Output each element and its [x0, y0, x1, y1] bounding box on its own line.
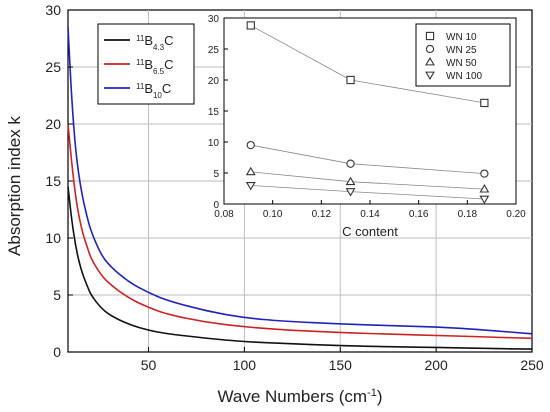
inset-legend-marker-2 [425, 56, 435, 66]
main-series-lines [67, 27, 533, 350]
main-legend-label-2: 11B10C [136, 81, 171, 100]
inset-legend-label-0: WN 10 [446, 32, 477, 43]
inset-legend-marker-1 [425, 44, 435, 54]
inset-point-2-1 [345, 176, 356, 186]
main-legend-label-0: 11B4.3C [136, 33, 174, 52]
main-legend-label-1: 11B6.5C [136, 57, 174, 76]
main-y-axis-label: Absorption index k [5, 116, 24, 256]
inset-point-2-2 [479, 184, 490, 193]
main-series-line-0 [67, 186, 533, 350]
main-y-tick-label: 5 [53, 287, 61, 303]
inset-point-3-1 [345, 188, 356, 197]
main-x-tick-label: 250 [520, 357, 544, 373]
inset-point-0-2 [480, 98, 489, 108]
main-series-line-2 [67, 27, 533, 335]
inset-x-tick-label: 0.10 [263, 209, 283, 220]
main-x-axis-label-text: Wave Numbers (cm [217, 387, 367, 406]
inset-point-0-0 [246, 21, 255, 30]
inset-point-3-0 [245, 181, 256, 191]
inset-legend-label-3: WN 100 [446, 71, 483, 82]
inset-legend-marker-0 [425, 31, 435, 41]
main-y-ticks: 0 5 10 15 20 25 30 [45, 2, 73, 360]
inset-x-axis-label: C content [342, 224, 398, 239]
inset-x-tick-label: 0.16 [409, 209, 429, 220]
inset-legend-marker-3 [425, 71, 435, 81]
inset-y-tick-label: 20 [208, 76, 220, 87]
inset-x-tick-label: 0.18 [458, 209, 478, 220]
inset-point-3-2 [479, 195, 490, 205]
main-y-tick-label: 0 [53, 344, 61, 360]
inset-y-tick-label: 5 [213, 169, 219, 180]
inset-y-tick-label: 30 [208, 14, 220, 25]
main-x-axis-label: Wave Numbers (cm-1) [217, 387, 382, 406]
main-x-tick-label: 150 [329, 357, 353, 373]
main-y-tick-label: 25 [45, 59, 61, 75]
inset-y-tick-label: 15 [208, 107, 220, 118]
main-y-tick-label: 10 [45, 230, 61, 246]
inset-point-1-2 [480, 169, 489, 178]
inset-chart: 0.08 0.10 0.12 0.14 0.16 0.18 0.20 0 5 10 15 20 25 3… [208, 14, 526, 239]
main-x-ticks: 50 100 150 200 250 [141, 347, 544, 373]
inset-point-1-0 [246, 140, 255, 150]
inset-point-1-1 [346, 159, 355, 168]
inset-x-tick-label: 0.14 [360, 209, 380, 220]
main-series-line-1 [67, 123, 533, 340]
inset-legend-label-1: WN 25 [446, 45, 477, 56]
inset-x-tick-label: 0.12 [312, 209, 332, 220]
inset-series-markers [245, 21, 490, 205]
main-y-tick-label: 30 [45, 2, 61, 18]
main-legend: 11B4.3C 11B6.5C 11B10C [97, 23, 195, 105]
main-x-tick-label: 100 [233, 357, 257, 373]
main-x-axis-label-close: ) [377, 387, 383, 406]
inset-x-tick-label: 0.20 [506, 209, 526, 220]
inset-x-tick-label: 0.08 [214, 209, 234, 220]
main-y-tick-label: 20 [45, 116, 61, 132]
inset-y-ticks: 0 5 10 15 20 25 30 [208, 14, 228, 211]
main-x-tick-label: 200 [424, 357, 448, 373]
main-x-axis-label-sup: -1 [367, 387, 377, 399]
inset-x-ticks: 0.08 0.10 0.12 0.14 0.16 0.18 0.20 [214, 200, 526, 220]
inset-point-0-1 [346, 75, 355, 85]
inset-y-tick-label: 10 [208, 138, 220, 149]
inset-y-tick-label: 25 [208, 45, 220, 56]
main-x-tick-label: 50 [141, 357, 157, 373]
inset-y-tick-label: 0 [213, 200, 219, 211]
main-y-tick-label: 15 [45, 173, 61, 189]
inset-legend-label-2: WN 50 [446, 58, 477, 69]
inset-legend: WN 10 WN 25 WN 50 WN 100 [415, 23, 511, 87]
inset-point-2-0 [245, 166, 256, 176]
